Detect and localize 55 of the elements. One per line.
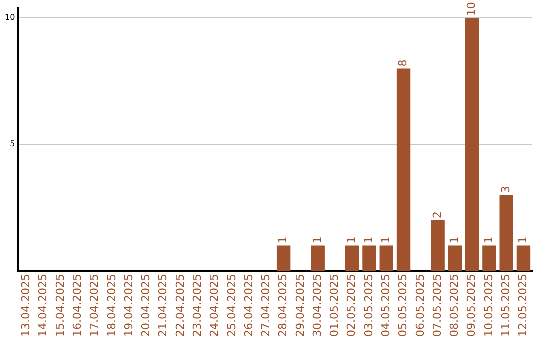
bar bbox=[362, 246, 376, 272]
x-tick-label: 08.05.2025 bbox=[448, 274, 462, 338]
bar bbox=[346, 246, 360, 272]
data-label: 1 bbox=[345, 236, 358, 244]
data-label: 1 bbox=[362, 236, 376, 244]
data-label: 1 bbox=[310, 236, 324, 244]
x-tick-label: 14.04.2025 bbox=[36, 274, 50, 338]
x-tick-label: 26.04.2025 bbox=[242, 274, 256, 338]
bar bbox=[396, 68, 411, 272]
x-tick-label: 11.05.2025 bbox=[499, 274, 512, 338]
bar bbox=[431, 220, 445, 272]
x-tick-label: 13.04.2025 bbox=[20, 274, 33, 338]
data-label: 1 bbox=[448, 236, 462, 244]
data-label: 3 bbox=[499, 186, 512, 194]
x-tick-label: 05.05.2025 bbox=[396, 274, 410, 338]
bar bbox=[500, 195, 514, 272]
data-label: 8 bbox=[396, 60, 410, 67]
bar bbox=[311, 246, 325, 272]
data-label: 1 bbox=[516, 236, 530, 244]
y-tick-label: 5 bbox=[10, 140, 16, 149]
x-tick-label: 20.04.2025 bbox=[140, 274, 153, 338]
x-tick-label: 10.05.2025 bbox=[482, 274, 496, 338]
data-label: 1 bbox=[379, 236, 392, 244]
x-tick-label: 01.05.2025 bbox=[328, 274, 342, 338]
data-label: 1 bbox=[482, 236, 496, 244]
x-tick-label: 29.04.2025 bbox=[294, 274, 307, 338]
x-tick-label: 16.04.2025 bbox=[71, 274, 84, 338]
x-tick-label: 22.04.2025 bbox=[174, 274, 187, 338]
x-tick-label: 19.04.2025 bbox=[122, 274, 136, 338]
bar bbox=[448, 246, 462, 272]
bar bbox=[380, 246, 394, 272]
x-tick-label: 23.04.2025 bbox=[190, 274, 204, 338]
data-label: 10 bbox=[465, 2, 478, 16]
x-tick-label: 27.04.2025 bbox=[260, 274, 273, 338]
x-tick-label: 12.05.2025 bbox=[516, 274, 530, 338]
x-tick-label: 06.05.2025 bbox=[414, 274, 427, 338]
bar bbox=[276, 246, 291, 272]
x-tick-label: 02.05.2025 bbox=[345, 274, 358, 338]
x-tick-label: 04.05.2025 bbox=[379, 274, 392, 338]
x-tick-label: 24.04.2025 bbox=[208, 274, 222, 338]
x-tick-label: 17.04.2025 bbox=[88, 274, 102, 338]
x-tick-label: 03.05.2025 bbox=[362, 274, 376, 338]
x-tick-label: 28.04.2025 bbox=[276, 274, 290, 338]
bar bbox=[516, 246, 531, 272]
x-tick-label: 09.05.2025 bbox=[465, 274, 478, 338]
bar bbox=[482, 246, 496, 272]
data-label: 1 bbox=[276, 236, 290, 244]
x-tick-label: 21.04.2025 bbox=[156, 274, 170, 338]
x-tick-label: 15.04.2025 bbox=[54, 274, 67, 338]
x-tick-label: 07.05.2025 bbox=[430, 274, 444, 338]
x-tick-label: 18.04.2025 bbox=[105, 274, 118, 338]
data-label: 2 bbox=[430, 211, 444, 218]
bar bbox=[465, 18, 480, 272]
x-tick-label: 25.04.2025 bbox=[225, 274, 238, 338]
x-tick-label: 30.04.2025 bbox=[310, 274, 324, 338]
